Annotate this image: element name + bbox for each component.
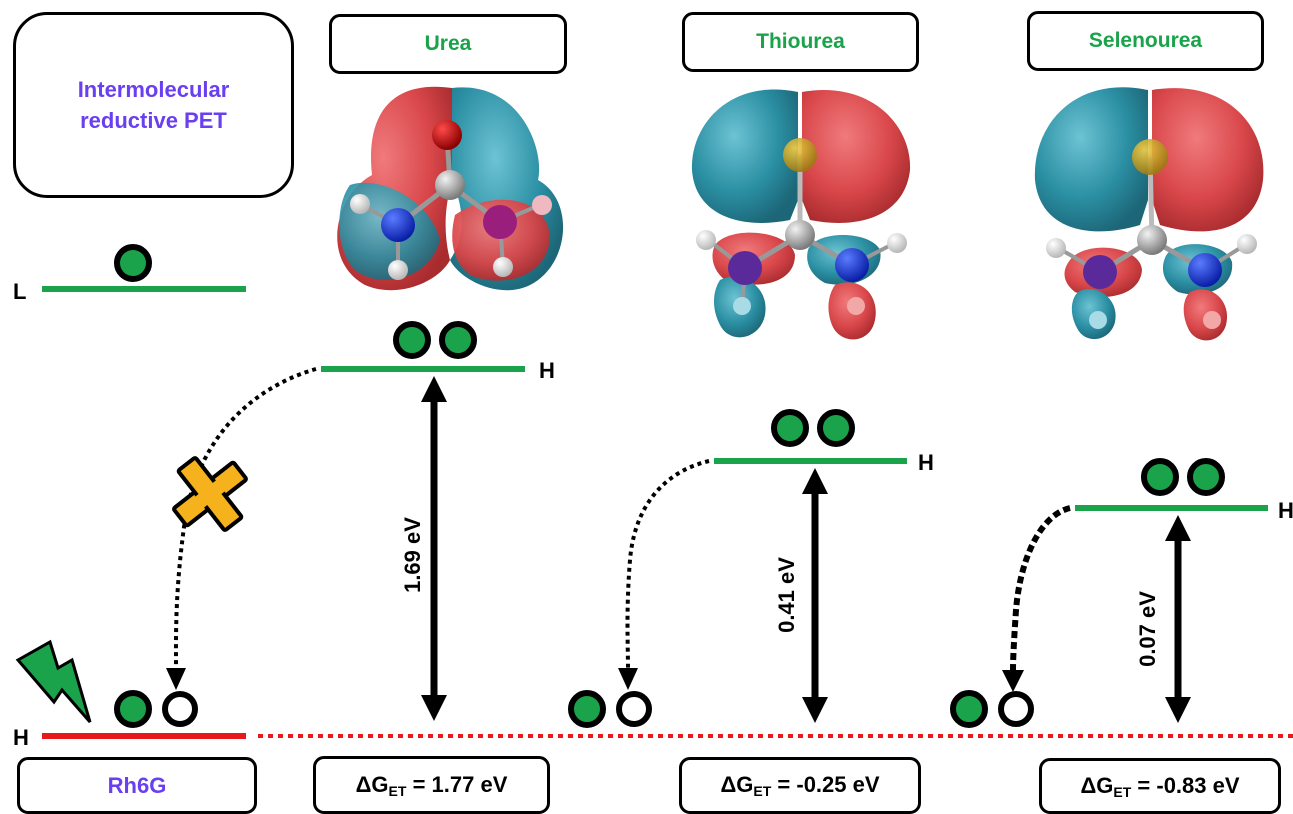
hole-empty xyxy=(616,691,652,727)
urea-homo-label: H xyxy=(539,358,555,383)
electron-filled xyxy=(393,321,431,359)
thiourea-gap-label: 0.41 eV xyxy=(774,557,799,633)
thiourea-sulfur-atom xyxy=(783,138,817,172)
selenourea-title-box: Selenourea xyxy=(1027,11,1264,71)
thiourea-nitrogen-atom xyxy=(728,251,762,285)
dg-symbol: ΔG xyxy=(720,772,754,797)
selenourea-hydrogen-atom xyxy=(1046,238,1066,258)
thiourea-hydrogen-atom xyxy=(847,297,865,315)
electron-filled xyxy=(114,244,152,282)
blocked-cross-icon xyxy=(172,456,248,532)
selenourea-selenium-atom xyxy=(1132,139,1168,175)
thiourea-hydrogen-atom xyxy=(733,297,751,315)
rh6g-label: Rh6G xyxy=(107,773,167,798)
electron-filled xyxy=(1187,458,1225,496)
thiourea-title: Thiourea xyxy=(756,30,845,53)
dg-symbol: ΔG xyxy=(355,771,389,797)
selenourea-dg-box: ΔGET = -0.83 eV xyxy=(1039,758,1281,814)
pet-label-line1: Intermolecular xyxy=(77,77,230,102)
urea-dg-value: = 1.77 eV xyxy=(412,771,508,797)
urea-hydrogen-atom xyxy=(532,195,552,215)
selenourea-nitrogen-atom xyxy=(1083,255,1117,289)
electron-filled xyxy=(114,690,152,728)
selenourea-hydrogen-atom xyxy=(1203,311,1221,329)
hole-empty xyxy=(162,691,198,727)
urea-dg-box: ΔGET = 1.77 eV xyxy=(313,756,550,814)
thiourea-carbon-atom xyxy=(785,220,815,250)
selenourea-gap-label: 0.07 eV xyxy=(1135,591,1160,667)
selenourea-lobe-red-right xyxy=(1152,88,1264,232)
urea-gap-arrow xyxy=(421,376,447,721)
urea-nitrogen-atom xyxy=(483,205,517,239)
electron-filled xyxy=(817,409,855,447)
electron-filled xyxy=(771,409,809,447)
urea-gap-label: 1.69 eV xyxy=(400,517,425,593)
electron-filled xyxy=(1141,458,1179,496)
hole-empty xyxy=(998,691,1034,727)
thiourea-orbital xyxy=(691,89,911,340)
urea-hydrogen-atom xyxy=(350,194,370,214)
pet-label-line2: reductive PET xyxy=(80,108,227,133)
urea-carbon-atom xyxy=(435,170,465,200)
urea-oxygen-atom xyxy=(432,120,462,150)
thiourea-dg-value: = -0.25 eV xyxy=(777,772,880,797)
thiourea-lobe-red-right xyxy=(802,90,911,223)
rh6g-box: Rh6G xyxy=(17,757,257,814)
selenourea-title: Selenourea xyxy=(1088,29,1203,52)
selenourea-hydrogen-atom xyxy=(1237,234,1257,254)
thiourea-nitrogen-atom xyxy=(835,248,869,282)
electron-filled xyxy=(950,690,988,728)
selenourea-gap-arrow xyxy=(1165,515,1191,723)
thiourea-transfer-arrow xyxy=(625,459,710,669)
lightning-icon xyxy=(15,639,92,723)
urea-orbital xyxy=(337,86,564,291)
pet-label-box: Intermolecular reductive PET xyxy=(13,12,294,198)
selenourea-orbital xyxy=(1034,87,1264,341)
urea-transfer-arrowhead xyxy=(166,668,186,690)
selenourea-transfer-arrow xyxy=(1010,505,1071,671)
thiourea-gap-arrow xyxy=(802,468,828,723)
dg-subscript: ET xyxy=(1113,783,1132,800)
selenourea-dg-value: = -0.83 eV xyxy=(1137,772,1240,798)
selenourea-nitrogen-atom xyxy=(1188,253,1222,287)
selenourea-carbon-atom xyxy=(1137,225,1167,255)
urea-hydrogen-atom xyxy=(388,260,408,280)
urea-title: Urea xyxy=(424,32,472,55)
thiourea-transfer-arrowhead xyxy=(618,668,638,690)
rh6g-homo-label: H xyxy=(13,725,29,750)
dg-subscript: ET xyxy=(388,782,407,799)
electron-filled xyxy=(568,690,606,728)
thiourea-dg-box: ΔGET = -0.25 eV xyxy=(679,757,921,814)
dg-subscript: ET xyxy=(753,783,772,799)
selenourea-lobe-teal-left xyxy=(1034,87,1148,232)
urea-title-box: Urea xyxy=(329,14,567,74)
selenourea-transfer-arrowhead xyxy=(1002,670,1024,692)
urea-hydrogen-atom xyxy=(493,257,513,277)
urea-nitrogen-atom xyxy=(381,208,415,242)
electron-filled xyxy=(439,321,477,359)
selenourea-homo-label: H xyxy=(1278,498,1293,523)
thiourea-title-box: Thiourea xyxy=(682,12,919,72)
dg-symbol: ΔG xyxy=(1080,772,1114,798)
thiourea-hydrogen-atom xyxy=(696,230,716,250)
thiourea-lobe-teal-left xyxy=(691,89,798,223)
thiourea-homo-label: H xyxy=(918,450,934,475)
selenourea-hydrogen-atom xyxy=(1089,311,1107,329)
thiourea-hydrogen-atom xyxy=(887,233,907,253)
lumo-label: L xyxy=(13,279,27,304)
